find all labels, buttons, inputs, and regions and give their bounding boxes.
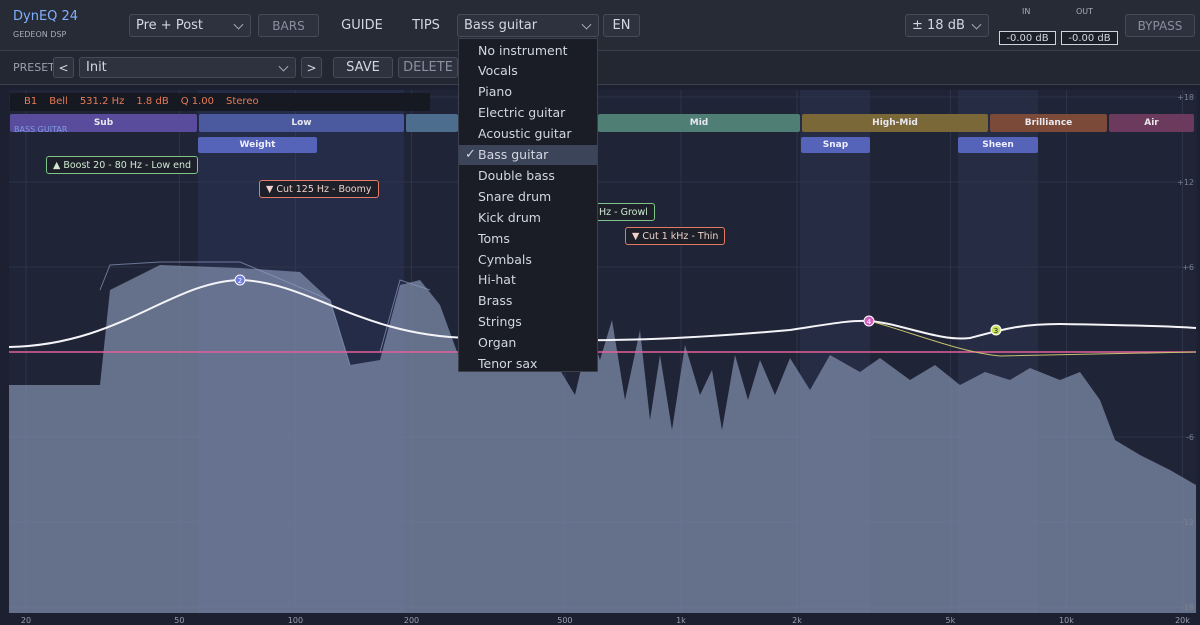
app-title: DynEQ 24 (13, 9, 79, 24)
range-band (406, 114, 458, 132)
range-dropdown[interactable]: ± 18 dB (905, 14, 989, 37)
menu-item[interactable]: Vocals (478, 63, 518, 79)
language-button[interactable]: EN (603, 14, 640, 37)
band-gain: 1.8 dB (136, 96, 169, 107)
range-band: Mid (598, 114, 800, 132)
band-curve (869, 320, 1197, 357)
freq-tick-label: 20k (1175, 616, 1190, 625)
freq-tick-label: 2k (792, 616, 802, 625)
check-mark: ✓ (465, 146, 476, 162)
node[interactable] (234, 274, 246, 286)
save-button[interactable]: SAVE (333, 57, 393, 78)
range-band: Brilliance (990, 114, 1107, 132)
menu-item[interactable]: Hi-hat (478, 272, 516, 288)
menu-item[interactable]: Bass guitar ✓ (459, 144, 597, 165)
instrument-label: BASS GUITAR (14, 125, 68, 134)
db-tick-label: -6 (1186, 433, 1194, 442)
menu-item[interactable]: Toms (478, 230, 510, 246)
menu-item[interactable]: Snare drum (478, 188, 552, 204)
menu-item[interactable]: Brass (478, 293, 513, 309)
db-tick-label: +18 (1177, 93, 1194, 102)
range-band: Low (199, 114, 404, 132)
node-label: 4 (867, 318, 872, 326)
bypass-button[interactable]: BYPASS (1125, 14, 1195, 37)
menu-item[interactable]: Cymbals (478, 251, 532, 267)
band-channel: Stereo (226, 96, 259, 107)
instrument-dropdown[interactable]: Bass guitar (457, 14, 599, 37)
mode-dropdown[interactable]: Pre + Post (129, 14, 251, 37)
menu-item[interactable]: Piano (478, 84, 512, 100)
bars-button[interactable]: BARS (258, 14, 319, 37)
freq-tick-label: 5k (946, 616, 956, 625)
band-freq: 531.2 Hz (79, 96, 125, 107)
tag: Weight (198, 137, 317, 153)
preset-next[interactable]: > (301, 57, 322, 78)
out-label: OUT (1076, 7, 1094, 16)
axis-labels: 20 50 100 200 500 1k 2k 5k 10k 20k +18 +12 +6 -6 -12 -1… (21, 93, 1194, 625)
band-q: Q 1.00 (180, 96, 215, 107)
node-label: 3 (994, 327, 998, 335)
db-tick-label: +6 (1182, 263, 1194, 272)
in-meter: -0.00 dB (999, 31, 1056, 45)
db-tick-label: -12 (1181, 518, 1194, 527)
app-vendor: GEDEON DSP (13, 30, 67, 39)
band-type: Bell (49, 96, 68, 107)
guide-button[interactable]: GUIDE (341, 18, 383, 33)
tag: Snap (801, 137, 870, 153)
in-label: IN (1022, 7, 1031, 16)
annotation: ▼ Cut 125 Hz - Boomy (259, 180, 379, 198)
freq-tick-label: 20 (21, 616, 31, 625)
node[interactable] (863, 315, 875, 327)
range-band: Sub (10, 114, 197, 132)
eq-graph[interactable]: 2 4 3 20 50 100 200 500 1k 2k 5k 10k 20k +18 +12 +6 -… (0, 85, 1200, 625)
menu-item[interactable]: Strings (478, 314, 522, 330)
preset-dropdown[interactable]: Init (79, 57, 296, 78)
menu-item[interactable]: No instrument (478, 42, 568, 58)
db-tick-label: -18 (1181, 603, 1194, 612)
annotation: ▲ Boost 20 - 80 Hz - Low end (46, 156, 199, 174)
spectrum-peak (99, 261, 431, 366)
band-info-bar (10, 93, 430, 111)
freq-tick-label: 100 (288, 616, 303, 625)
node-label: 2 (238, 277, 242, 285)
tips-button[interactable]: TIPS (412, 18, 440, 33)
preset-label: PRESET (13, 61, 55, 74)
freq-tick-label: 1k (676, 616, 686, 625)
freq-tick-label: 200 (404, 616, 419, 625)
node[interactable] (990, 324, 1002, 336)
tag: Sheen (958, 137, 1038, 153)
preset-prev[interactable]: < (53, 57, 74, 78)
annotation: Hz - Growl (592, 203, 655, 221)
annotation: ▼ Cut 1 kHz - Thin (625, 227, 726, 245)
menu-item[interactable]: Electric guitar (478, 105, 566, 121)
menu-item[interactable]: Double bass (478, 167, 555, 183)
freq-tick-label: 10k (1059, 616, 1074, 625)
menu-item[interactable]: Organ (478, 335, 517, 351)
menu-item[interactable]: Acoustic guitar (478, 126, 572, 142)
db-tick-label: +12 (1177, 178, 1194, 187)
range-band: Air (1109, 114, 1194, 132)
freq-tick-label: 50 (174, 616, 184, 625)
instrument-menu: No instrument Vocals Piano Electric guitar A… (458, 38, 598, 372)
band-id: B1 (24, 96, 38, 107)
delete-button[interactable]: DELETE (398, 57, 458, 78)
range-band: High-Mid (802, 114, 988, 132)
out-meter: -0.00 dB (1061, 31, 1118, 45)
menu-item[interactable]: Tenor sax (478, 356, 538, 371)
menu-item[interactable]: Kick drum (478, 209, 541, 225)
freq-tick-label: 500 (557, 616, 572, 625)
band-info: B1 Bell 531.2 Hz 1.8 dB Q 1.00 Stereo (24, 96, 259, 107)
